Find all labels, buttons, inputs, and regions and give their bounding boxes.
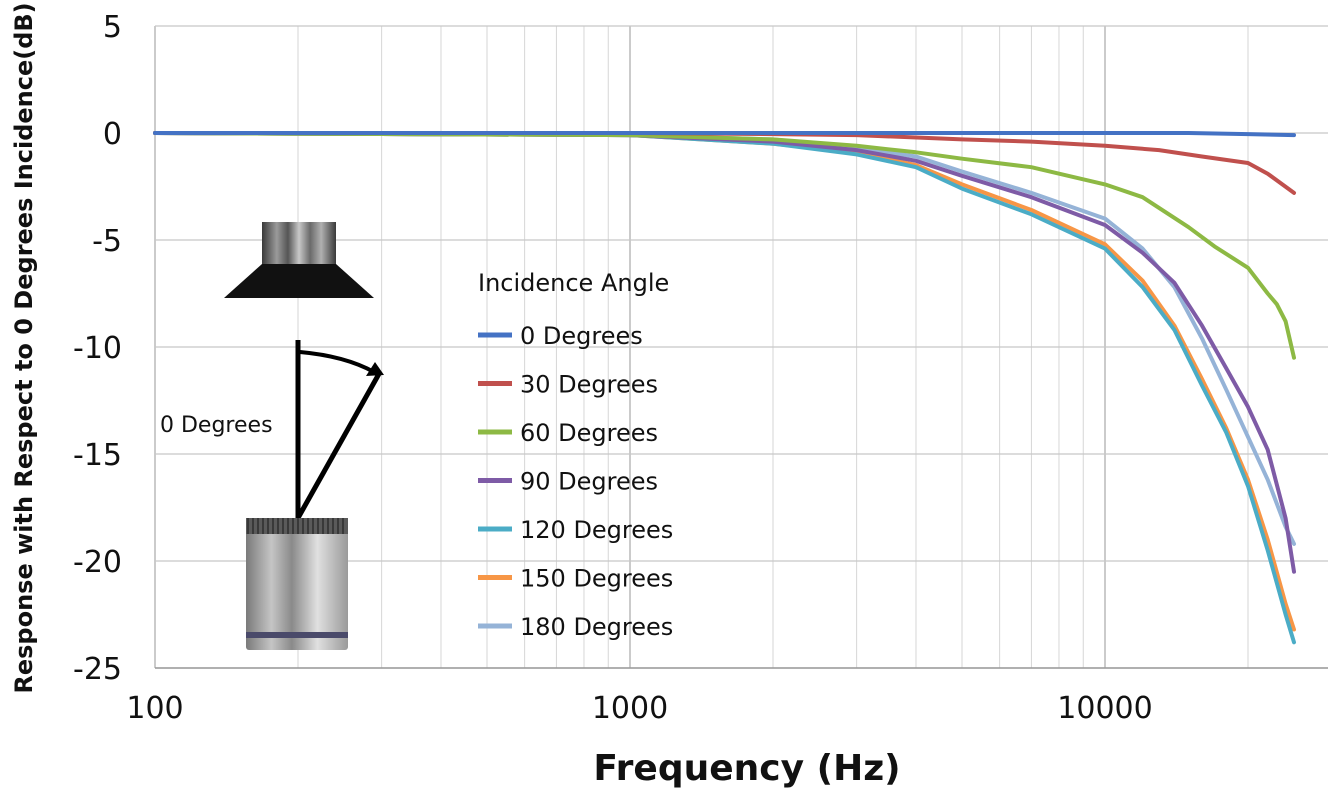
- y-tick-label: 0: [103, 117, 122, 152]
- legend-title: Incidence Angle: [478, 269, 669, 297]
- legend-label: 60 Degrees: [520, 419, 658, 447]
- y-tick-label: -10: [73, 331, 122, 366]
- incidence-angle-diagram: [295, 340, 384, 520]
- series-lines: [153, 131, 1296, 645]
- legend-label: 180 Degrees: [520, 613, 673, 641]
- y-tick-label: -25: [73, 652, 122, 687]
- y-axis-title: Response with Respect to 0 Degrees Incid…: [10, 2, 38, 693]
- y-tick-label: -5: [92, 224, 122, 259]
- legend-label: 150 Degrees: [520, 565, 673, 593]
- y-tick-labels: 5 0 -5 -10 -15 -20 -25: [73, 10, 122, 687]
- x-tick-label: 100: [126, 691, 183, 726]
- legend: Incidence Angle 0 Degrees 30 Degrees 60 De…: [478, 269, 673, 641]
- y-tick-label: -15: [73, 438, 122, 473]
- legend-label: 120 Degrees: [520, 516, 673, 544]
- series-line: [153, 131, 1296, 574]
- x-tick-labels: 100 1000 10000: [126, 691, 1152, 726]
- zero-degrees-annotation: 0 Degrees: [160, 413, 273, 438]
- series-line: [153, 131, 1296, 645]
- legend-label: 90 Degrees: [520, 468, 658, 496]
- legend-label: 0 Degrees: [520, 322, 643, 350]
- series-line: [153, 131, 1296, 546]
- x-tick-label: 1000: [592, 691, 668, 726]
- x-tick-label: 10000: [1057, 691, 1152, 726]
- microphone-illustration: [246, 518, 348, 650]
- y-tick-label: 5: [103, 10, 122, 45]
- speaker-illustration: [224, 222, 374, 298]
- legend-label: 30 Degrees: [520, 371, 658, 399]
- series-line: [153, 131, 1296, 360]
- y-tick-label: -20: [73, 545, 122, 580]
- series-line: [153, 131, 1296, 138]
- x-axis-title: Frequency (Hz): [593, 748, 900, 789]
